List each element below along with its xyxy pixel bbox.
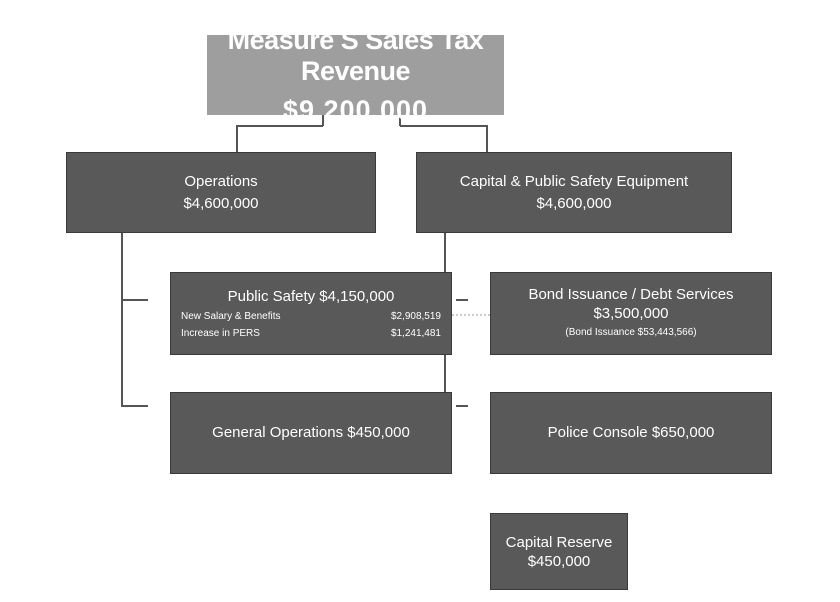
detail-row: New Salary & Benefits $2,908,519: [181, 308, 441, 325]
node-label: General Operations $450,000: [212, 424, 410, 441]
node-label: Police Console $650,000: [547, 424, 715, 441]
node: General Operations $450,000: [170, 392, 452, 474]
node-label: Operations: [184, 172, 258, 190]
row-label: New Salary & Benefits: [181, 310, 281, 322]
row-amount: $1,241,481: [390, 327, 441, 339]
node-label: Public Safety $4,150,000: [227, 287, 395, 305]
node-amount: $450,000: [527, 552, 591, 570]
row-amount: $2,908,519: [390, 310, 441, 322]
title: Measure S Sales Tax Revenue: [227, 24, 484, 86]
node: Operations $4,600,000: [66, 152, 376, 233]
node: Bond Issuance / Debt Services $3,500,000…: [490, 272, 772, 355]
node-amount: $4,600,000: [536, 194, 612, 212]
node: Police Console $650,000: [490, 392, 772, 474]
top-box: Measure S Sales Tax Revenue $9,200,000: [207, 25, 504, 125]
node-note: (Bond Issuance $53,443,566): [565, 327, 697, 338]
node-label: Capital & Public Safety Equipment: [459, 172, 689, 190]
row-label: Increase in PERS: [181, 327, 260, 339]
node-amount: $4,600,000: [183, 194, 259, 212]
node: Capital & Public Safety Equipment $4,600…: [416, 152, 732, 233]
node: Capital Reserve $450,000: [490, 513, 628, 590]
total: $9,200,000: [282, 94, 429, 125]
node: Public Safety $4,150,000 New Salary & Be…: [170, 272, 452, 355]
node-label: Capital Reserve: [505, 533, 613, 551]
node-label: Bond Issuance / Debt Services: [528, 286, 734, 303]
detail-row: Increase in PERS $1,241,481: [181, 325, 441, 342]
node-amount: $3,500,000: [593, 305, 669, 322]
